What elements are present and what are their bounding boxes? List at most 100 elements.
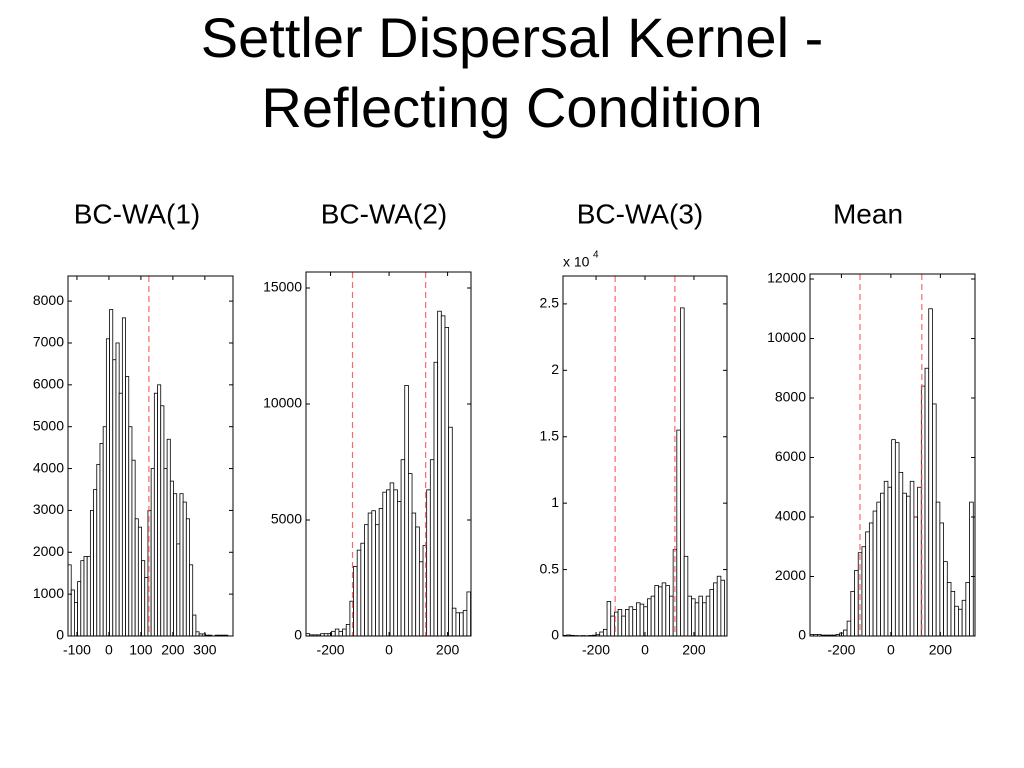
bar	[887, 486, 893, 637]
bar	[137, 526, 142, 637]
bar	[687, 595, 692, 637]
bar	[924, 367, 930, 637]
bar	[610, 615, 615, 637]
bar	[364, 524, 369, 637]
y-tick-label: 0	[56, 627, 64, 643]
bar	[602, 628, 608, 637]
bar	[338, 630, 343, 637]
bar	[466, 591, 471, 637]
bar	[672, 549, 678, 637]
bar	[906, 495, 911, 637]
bar	[932, 403, 937, 637]
bar	[102, 426, 107, 637]
bar	[375, 524, 380, 637]
bar	[913, 516, 919, 637]
axes: BC-WA(1)01000200030004000500060007000800…	[33, 198, 234, 658]
bar	[632, 609, 637, 637]
bar	[418, 561, 424, 637]
bar	[939, 522, 944, 637]
y-tick-label: 8000	[775, 389, 806, 405]
y-tick-label: 2000	[775, 567, 806, 583]
bar	[669, 595, 674, 637]
bar	[969, 501, 974, 637]
bar	[173, 493, 178, 637]
bar	[89, 510, 94, 637]
slide-title: Reflecting Condition	[261, 76, 762, 139]
bar	[415, 526, 420, 637]
bar	[382, 491, 387, 637]
bar	[665, 585, 670, 637]
y-tick-label: 8000	[33, 292, 64, 308]
bar	[141, 560, 146, 637]
bar	[429, 459, 435, 637]
bar	[356, 549, 362, 637]
y-tick-label: 0.5	[540, 560, 560, 576]
bar	[182, 501, 187, 637]
axes: Mean 0 2000 4000 6000 8000 10000 12000 -200 0 200	[767, 198, 976, 658]
bar	[150, 468, 155, 637]
bar	[389, 482, 395, 637]
bar	[426, 489, 431, 637]
chart-title: Mean	[833, 198, 903, 229]
bar	[902, 492, 907, 637]
chart-title: BC-WA(1)	[74, 198, 201, 229]
y-tick-label: 6000	[775, 448, 806, 464]
bar	[680, 307, 685, 637]
bar	[157, 384, 162, 637]
x-tick-label: -200	[827, 642, 855, 658]
bar	[868, 522, 874, 637]
y-tick-label: 3000	[33, 501, 64, 517]
y-tick-label: 0	[294, 627, 302, 643]
bar	[935, 501, 941, 637]
bar	[185, 518, 190, 637]
bar	[118, 392, 123, 637]
bar	[961, 599, 967, 637]
bar	[455, 612, 460, 637]
bar	[713, 582, 718, 637]
bar	[189, 564, 194, 637]
bar	[371, 510, 376, 637]
bar	[654, 585, 659, 637]
y-tick-label: 4000	[775, 508, 806, 524]
bar	[958, 608, 963, 637]
bar	[437, 310, 442, 637]
bar	[345, 624, 351, 637]
bar	[153, 392, 158, 637]
bar	[195, 631, 200, 637]
bar	[909, 480, 915, 637]
bar	[109, 309, 114, 637]
bar	[331, 630, 336, 637]
bar	[865, 531, 870, 637]
bar	[683, 555, 689, 637]
y-tick-label: 2000	[33, 543, 64, 559]
bar	[676, 429, 681, 637]
y-tick-label: 0	[551, 627, 559, 643]
bar	[112, 359, 117, 637]
bar	[131, 459, 136, 637]
bar	[876, 501, 881, 637]
bar	[720, 579, 725, 637]
x-tick-label: 300	[193, 642, 217, 658]
bar	[946, 582, 952, 637]
bar	[144, 576, 149, 637]
bar	[658, 586, 663, 637]
y-tick-label: 5000	[33, 417, 64, 433]
bar	[854, 570, 859, 637]
bar	[134, 518, 139, 637]
y-tick-label: 10000	[767, 329, 806, 345]
bar	[599, 631, 604, 637]
x-tick-label: -100	[63, 642, 91, 658]
bar	[462, 610, 468, 637]
bar	[621, 615, 626, 637]
bar	[617, 609, 623, 637]
bar	[698, 595, 703, 637]
bar	[342, 628, 347, 637]
bar	[448, 426, 453, 637]
bar	[643, 606, 648, 637]
bar	[407, 473, 413, 637]
y-scale-exponent: 4	[593, 250, 599, 261]
bar	[411, 512, 417, 637]
y-tick-label: 1	[551, 494, 559, 510]
y-tick-label: 1000	[33, 585, 64, 601]
bar	[650, 595, 656, 637]
